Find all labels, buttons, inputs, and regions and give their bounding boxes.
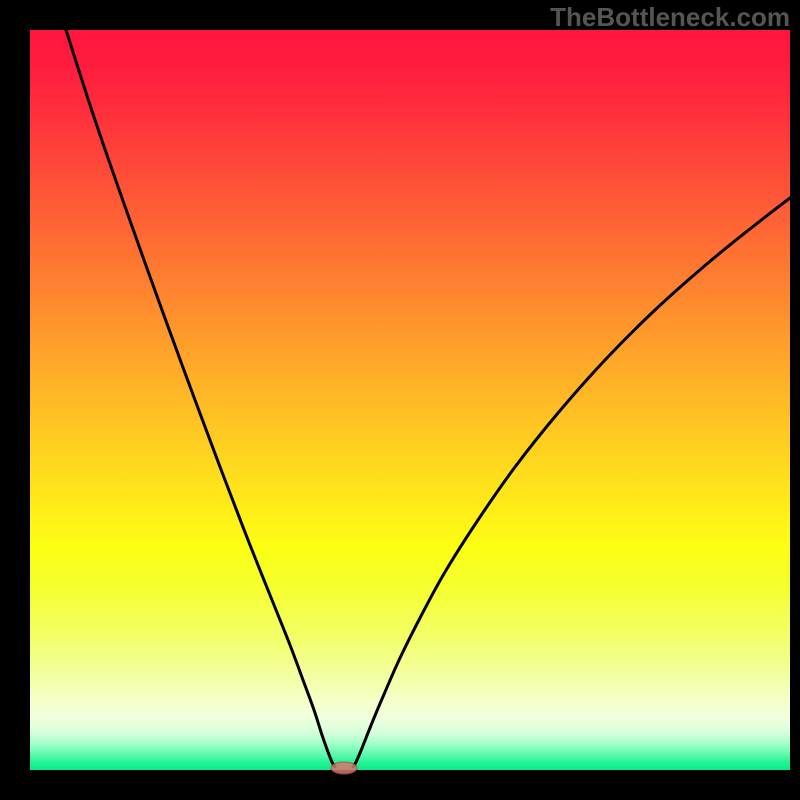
plot-area	[30, 30, 790, 770]
watermark-text: TheBottleneck.com	[550, 2, 790, 33]
bottleneck-chart	[0, 0, 800, 800]
optimum-marker	[331, 762, 357, 774]
